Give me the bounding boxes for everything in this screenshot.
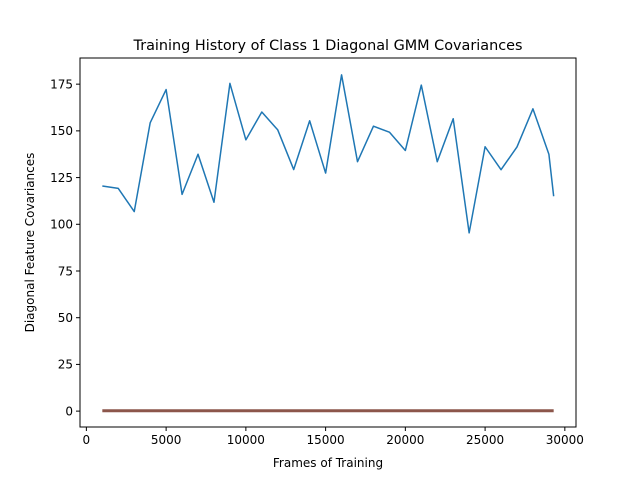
y-tick-label: 25 [58,358,73,372]
y-tick-label: 175 [50,77,73,91]
y-tick-label: 150 [50,124,73,138]
x-tick-label: 20000 [386,433,424,447]
x-tick-label: 15000 [307,433,345,447]
x-axis-label: Frames of Training [273,456,383,470]
x-tick-label: 10000 [227,433,265,447]
chart-title: Training History of Class 1 Diagonal GMM… [133,38,523,54]
y-tick-label: 75 [58,264,73,278]
y-tick-label: 0 [65,404,73,418]
x-tick-label: 0 [83,433,91,447]
x-tick-label: 30000 [546,433,584,447]
y-axis-label: Diagonal Feature Covariances [23,153,37,333]
y-tick-label: 50 [58,311,73,325]
y-tick-label: 125 [50,171,73,185]
x-tick-label: 5000 [151,433,182,447]
x-tick-label: 25000 [466,433,504,447]
y-tick-label: 100 [50,218,73,232]
